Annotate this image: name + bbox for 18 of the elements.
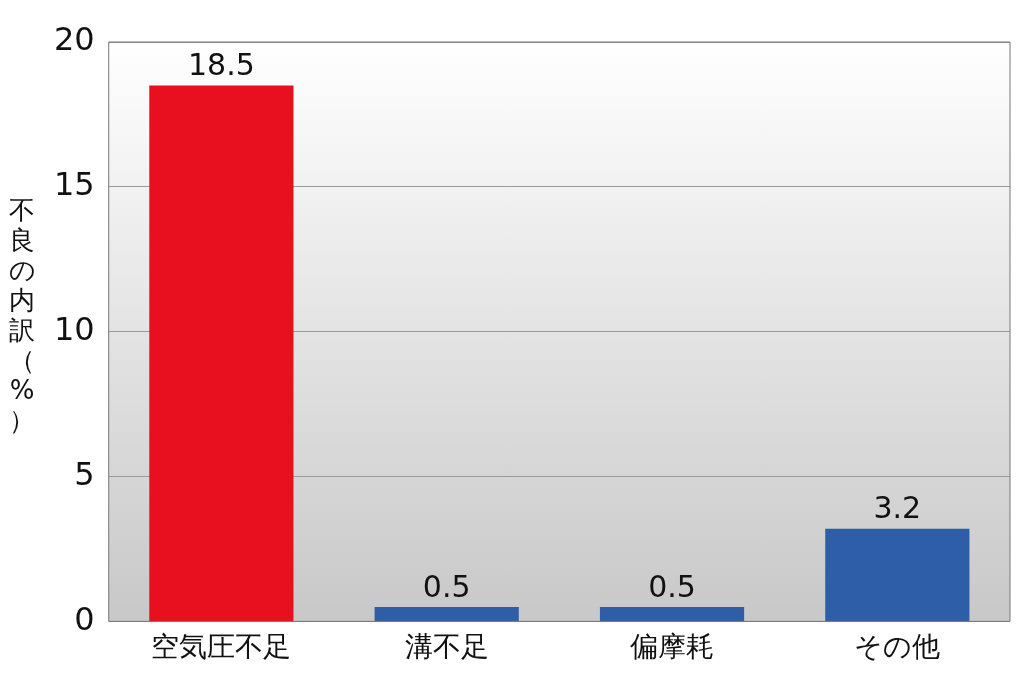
y-tick-label: 20 <box>54 20 95 59</box>
y-tick-label: 10 <box>54 310 95 349</box>
x-tick-label: 溝不足 <box>404 630 489 664</box>
y-tick-label: 0 <box>74 599 95 638</box>
bar <box>149 85 294 621</box>
bar <box>825 528 970 621</box>
data-label: 18.5 <box>187 47 255 83</box>
x-tick-label: 空気圧不足 <box>151 630 292 664</box>
x-tick-label: 偏摩耗 <box>630 630 715 664</box>
bar <box>599 606 745 621</box>
bar <box>374 606 519 621</box>
data-label: 3.2 <box>873 490 922 526</box>
data-label: 0.5 <box>648 568 696 604</box>
y-tick-label: 5 <box>74 454 95 493</box>
y-axis-title: 不良の内訳（%） <box>7 195 37 435</box>
y-tick-label: 15 <box>54 165 95 204</box>
x-tick-label: その他 <box>854 630 941 664</box>
data-label: 0.5 <box>422 568 471 604</box>
